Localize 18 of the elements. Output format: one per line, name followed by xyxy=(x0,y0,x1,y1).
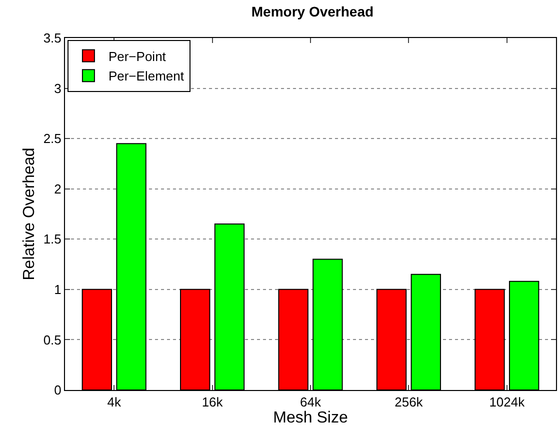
y-tick-label: 1 xyxy=(54,282,62,297)
x-tick-label: 64k xyxy=(300,394,322,410)
legend-label: Per−Element xyxy=(108,68,184,84)
x-tick-label: 4k xyxy=(107,394,122,410)
y-tick-label: 0.5 xyxy=(43,332,62,348)
x-tick-label: 256k xyxy=(394,394,424,410)
x-tick-label: 16k xyxy=(202,394,224,410)
chart-title: Memory Overhead xyxy=(251,3,374,20)
legend-label: Per−Point xyxy=(108,48,166,64)
x-axis-title: Mesh Size xyxy=(273,410,348,427)
y-tick-label: 1.5 xyxy=(43,232,62,247)
y-tick-label: 2 xyxy=(54,181,62,196)
y-tick-label: 0 xyxy=(54,382,62,398)
x-tick-label: 1024k xyxy=(489,394,526,410)
y-axis-title: Relative Overhead xyxy=(21,148,38,280)
y-tick-label: 3 xyxy=(54,80,62,96)
y-tick-label: 2.5 xyxy=(43,131,62,146)
y-tick-label: 3.5 xyxy=(43,30,62,46)
